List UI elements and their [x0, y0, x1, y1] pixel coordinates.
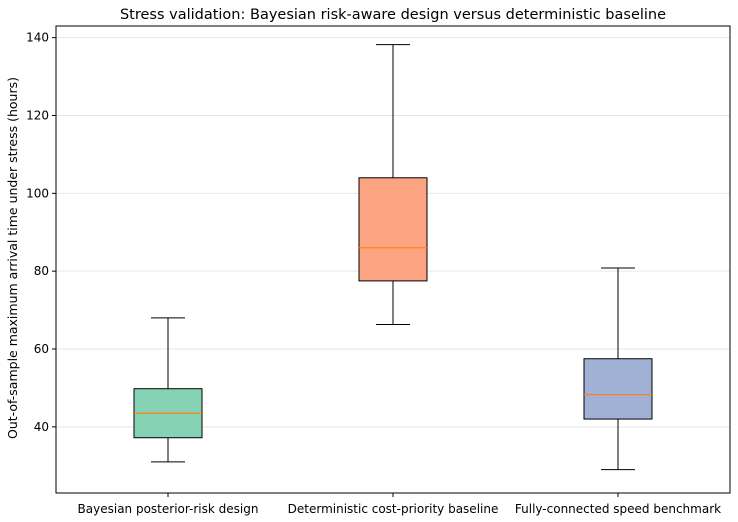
x-tick-label: Fully-connected speed benchmark	[515, 502, 721, 516]
x-axis-ticks: Bayesian posterior-risk design Determinis…	[78, 493, 721, 516]
y-tick-label: 120	[26, 109, 49, 123]
y-axis-ticks: 40 60 80 100 120 140	[26, 31, 56, 434]
y-tick-label: 40	[34, 420, 49, 434]
x-tick-label: Bayesian posterior-risk design	[78, 502, 259, 516]
box-plot-2	[358, 44, 428, 325]
y-tick-label: 60	[34, 342, 49, 356]
box-plot-1	[133, 317, 203, 463]
box-plot-3	[583, 267, 653, 471]
x-tick-label: Deterministic cost-priority baseline	[288, 502, 499, 516]
y-axis-label: Out-of-sample maximum arrival time under…	[5, 77, 20, 439]
y-tick-label: 80	[34, 264, 49, 278]
y-tick-label: 140	[26, 31, 49, 45]
box-series	[133, 44, 653, 471]
iqr-box	[583, 358, 653, 420]
y-tick-label: 100	[26, 186, 49, 200]
iqr-box	[358, 177, 428, 282]
chart-title: Stress validation: Bayesian risk-aware d…	[120, 7, 666, 23]
